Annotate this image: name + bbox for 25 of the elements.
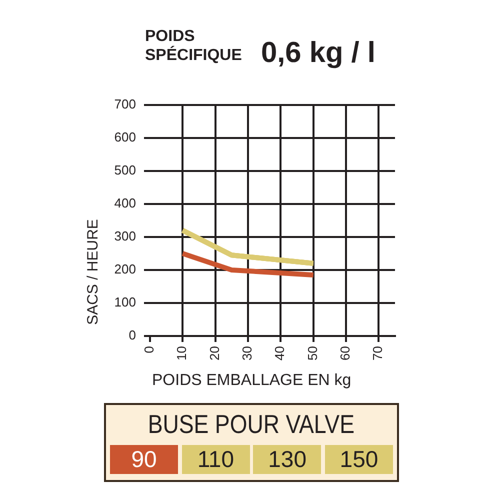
x-tick-label: 60	[338, 346, 353, 360]
chart-title: POIDS SPÉCIFIQUE	[145, 27, 243, 65]
y-tick-label: 700	[114, 96, 136, 112]
legend-title: BUSE POUR VALVE	[148, 409, 355, 439]
x-tick-label: 70	[370, 346, 386, 360]
y-tick-label: 0	[128, 328, 136, 343]
y-tick-label: 200	[114, 262, 136, 277]
text: 90	[110, 445, 178, 474]
x-tick-label: 30	[240, 346, 255, 360]
text: 110	[182, 445, 250, 474]
x-axis-title: POIDS EMBALLAGE EN kg	[152, 372, 352, 390]
x-tick-label: 0	[142, 346, 157, 354]
y-tick-label: 600	[114, 130, 136, 145]
x-tick-label: 10	[174, 346, 190, 360]
x-tick-label: 50	[304, 346, 320, 360]
text: 150	[324, 445, 393, 474]
chart-subtitle: 0,6 kg / l	[261, 37, 376, 69]
y-tick-label: 100	[114, 294, 136, 310]
y-axis-title: SACS / HEURE	[84, 219, 102, 325]
x-tick-label: 20	[206, 346, 222, 360]
y-tick-label: 500	[114, 162, 136, 178]
x-tick-label: 40	[272, 346, 288, 360]
y-tick-label: 400	[114, 196, 136, 211]
y-tick-label: 300	[114, 228, 136, 244]
text: 130	[253, 445, 322, 474]
